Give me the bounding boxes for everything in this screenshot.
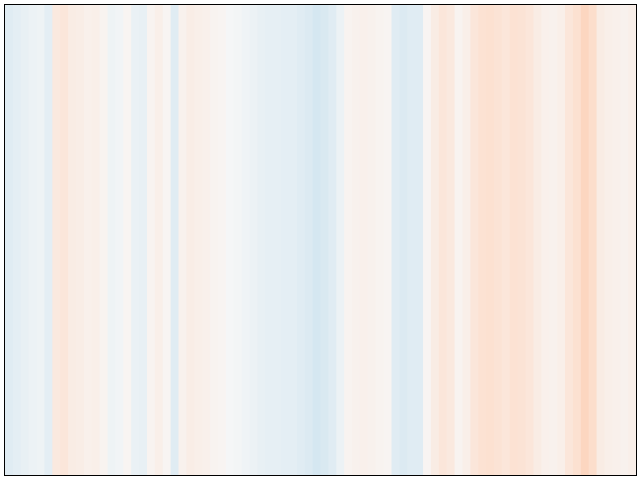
stripe-69 xyxy=(549,5,558,475)
stripe-51 xyxy=(407,5,416,475)
stripe-52 xyxy=(415,5,424,475)
stripe-2 xyxy=(20,5,30,475)
stripe-61 xyxy=(486,5,495,475)
stripe-22 xyxy=(178,5,188,475)
stripe-24 xyxy=(194,5,203,475)
stripe-71 xyxy=(565,5,574,475)
stripe-39 xyxy=(312,5,322,475)
stripe-53 xyxy=(423,5,432,475)
stripe-25 xyxy=(202,5,211,475)
stripe-18 xyxy=(146,5,156,475)
stripe-29 xyxy=(233,5,243,475)
stripe-41 xyxy=(328,5,337,475)
stripe-11 xyxy=(91,5,101,475)
stripe-30 xyxy=(241,5,251,475)
stripe-63 xyxy=(501,5,511,475)
stripe-49 xyxy=(391,5,400,475)
stripe-32 xyxy=(257,5,266,475)
stripe-14 xyxy=(115,5,124,475)
stripe-36 xyxy=(288,5,298,475)
stripe-21 xyxy=(170,5,180,475)
stripe-72 xyxy=(572,5,582,475)
stripe-50 xyxy=(399,5,408,475)
stripe-1 xyxy=(12,5,22,475)
stripe-0 xyxy=(5,5,14,475)
stripe-3 xyxy=(28,5,38,475)
stripe-48 xyxy=(383,5,393,475)
stripe-47 xyxy=(375,5,385,475)
stripe-66 xyxy=(525,5,535,475)
stripe-74 xyxy=(588,5,598,475)
stripe-10 xyxy=(83,5,93,475)
stripe-12 xyxy=(99,5,109,475)
stripe-76 xyxy=(604,5,613,475)
stripe-67 xyxy=(533,5,542,475)
stripe-33 xyxy=(265,5,274,475)
stripe-7 xyxy=(60,5,69,475)
stripe-45 xyxy=(359,5,369,475)
stripe-43 xyxy=(344,5,353,475)
stripe-58 xyxy=(462,5,471,475)
stripe-27 xyxy=(217,5,227,475)
stripe-79 xyxy=(628,5,637,475)
stripe-56 xyxy=(446,5,456,475)
stripe-8 xyxy=(68,5,77,475)
stripe-38 xyxy=(304,5,314,475)
plot-frame xyxy=(4,4,637,476)
stripe-34 xyxy=(273,5,282,475)
stripe-20 xyxy=(162,5,172,475)
stripe-65 xyxy=(517,5,527,475)
stripe-4 xyxy=(36,5,46,475)
stripe-40 xyxy=(320,5,329,475)
stripe-68 xyxy=(541,5,550,475)
stripe-19 xyxy=(154,5,164,475)
stripe-57 xyxy=(454,5,464,475)
stripe-15 xyxy=(123,5,132,475)
stripes-group xyxy=(5,5,637,475)
stripe-9 xyxy=(75,5,85,475)
stripe-78 xyxy=(620,5,629,475)
stripe-37 xyxy=(296,5,306,475)
stripe-64 xyxy=(509,5,519,475)
stripe-62 xyxy=(494,5,503,475)
stripe-6 xyxy=(52,5,61,475)
stripe-77 xyxy=(612,5,621,475)
stripe-73 xyxy=(580,5,590,475)
stripe-31 xyxy=(249,5,259,475)
stripe-13 xyxy=(107,5,117,475)
stripe-35 xyxy=(281,5,290,475)
stripe-17 xyxy=(139,5,148,475)
stripe-70 xyxy=(557,5,566,475)
stripe-60 xyxy=(478,5,487,475)
stripe-16 xyxy=(131,5,140,475)
stripe-75 xyxy=(596,5,606,475)
stripe-23 xyxy=(186,5,195,475)
stripe-55 xyxy=(438,5,448,475)
stripe-42 xyxy=(336,5,345,475)
stripe-59 xyxy=(470,5,479,475)
stripe-46 xyxy=(367,5,377,475)
stripe-5 xyxy=(44,5,53,475)
stripe-28 xyxy=(225,5,235,475)
stripe-44 xyxy=(352,5,361,475)
stripe-54 xyxy=(430,5,440,475)
stripe-26 xyxy=(210,5,219,475)
